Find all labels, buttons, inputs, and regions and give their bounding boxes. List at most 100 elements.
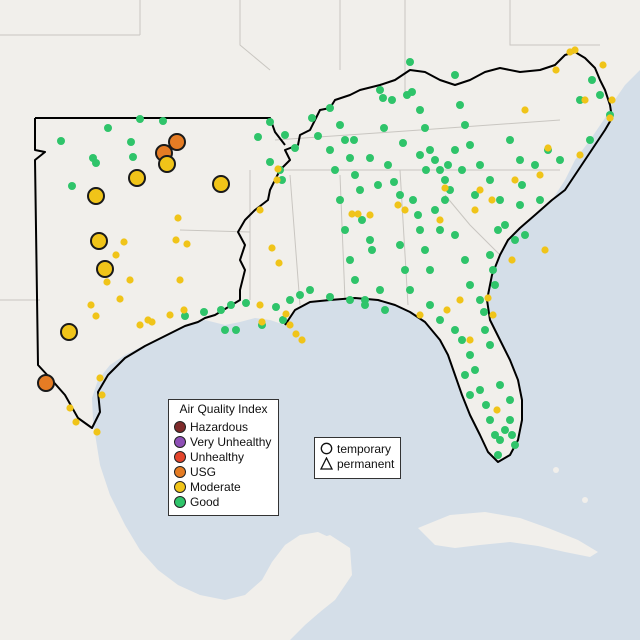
- moderate-sensor-dot[interactable]: [66, 404, 74, 412]
- good-sensor-dot[interactable]: [482, 401, 490, 409]
- good-sensor-dot[interactable]: [242, 299, 250, 307]
- good-sensor-dot[interactable]: [341, 226, 349, 234]
- good-sensor-dot[interactable]: [466, 391, 474, 399]
- good-sensor-dot[interactable]: [511, 441, 519, 449]
- good-sensor-dot[interactable]: [426, 301, 434, 309]
- moderate-sensor-dot[interactable]: [606, 114, 614, 122]
- good-sensor-dot[interactable]: [358, 216, 366, 224]
- moderate-sensor-dot[interactable]: [493, 406, 501, 414]
- moderate-sensor-dot[interactable]: [508, 256, 516, 264]
- good-sensor-dot[interactable]: [596, 91, 604, 99]
- good-sensor-dot[interactable]: [461, 256, 469, 264]
- moderate-sensor-dot[interactable]: [541, 246, 549, 254]
- good-sensor-dot[interactable]: [516, 156, 524, 164]
- moderate-sensor-dot[interactable]: [441, 184, 449, 192]
- moderate-sensor-dot[interactable]: [292, 330, 300, 338]
- good-sensor-dot[interactable]: [129, 153, 137, 161]
- moderate-sensor-dot[interactable]: [484, 294, 492, 302]
- good-sensor-dot[interactable]: [227, 301, 235, 309]
- good-sensor-dot[interactable]: [381, 306, 389, 314]
- good-sensor-dot[interactable]: [451, 326, 459, 334]
- good-sensor-dot[interactable]: [92, 159, 100, 167]
- good-sensor-dot[interactable]: [586, 136, 594, 144]
- moderate-sensor-dot[interactable]: [176, 276, 184, 284]
- good-sensor-dot[interactable]: [272, 303, 280, 311]
- good-sensor-dot[interactable]: [416, 151, 424, 159]
- good-sensor-dot[interactable]: [461, 121, 469, 129]
- good-sensor-dot[interactable]: [401, 266, 409, 274]
- good-sensor-dot[interactable]: [518, 181, 526, 189]
- large-sensor-marker[interactable]: [168, 133, 186, 151]
- good-sensor-dot[interactable]: [521, 231, 529, 239]
- moderate-sensor-dot[interactable]: [98, 391, 106, 399]
- good-sensor-dot[interactable]: [494, 226, 502, 234]
- good-sensor-dot[interactable]: [426, 266, 434, 274]
- good-sensor-dot[interactable]: [286, 296, 294, 304]
- good-sensor-dot[interactable]: [57, 137, 65, 145]
- large-sensor-marker[interactable]: [96, 260, 114, 278]
- good-sensor-dot[interactable]: [314, 132, 322, 140]
- good-sensor-dot[interactable]: [406, 58, 414, 66]
- good-sensor-dot[interactable]: [351, 276, 359, 284]
- moderate-sensor-dot[interactable]: [96, 374, 104, 382]
- good-sensor-dot[interactable]: [127, 138, 135, 146]
- good-sensor-dot[interactable]: [361, 301, 369, 309]
- good-sensor-dot[interactable]: [326, 104, 334, 112]
- moderate-sensor-dot[interactable]: [120, 238, 128, 246]
- good-sensor-dot[interactable]: [496, 196, 504, 204]
- moderate-sensor-dot[interactable]: [599, 61, 607, 69]
- moderate-sensor-dot[interactable]: [180, 306, 188, 314]
- good-sensor-dot[interactable]: [403, 91, 411, 99]
- good-sensor-dot[interactable]: [494, 451, 502, 459]
- good-sensor-dot[interactable]: [266, 118, 274, 126]
- moderate-sensor-dot[interactable]: [273, 176, 281, 184]
- good-sensor-dot[interactable]: [441, 196, 449, 204]
- good-sensor-dot[interactable]: [326, 146, 334, 154]
- good-sensor-dot[interactable]: [531, 161, 539, 169]
- good-sensor-dot[interactable]: [451, 231, 459, 239]
- good-sensor-dot[interactable]: [501, 221, 509, 229]
- large-sensor-marker[interactable]: [158, 155, 176, 173]
- good-sensor-dot[interactable]: [476, 296, 484, 304]
- moderate-sensor-dot[interactable]: [471, 206, 479, 214]
- moderate-sensor-dot[interactable]: [394, 201, 402, 209]
- moderate-sensor-dot[interactable]: [87, 301, 95, 309]
- good-sensor-dot[interactable]: [409, 196, 417, 204]
- moderate-sensor-markers[interactable]: [66, 46, 616, 436]
- good-sensor-dot[interactable]: [480, 308, 488, 316]
- good-sensor-dot[interactable]: [451, 71, 459, 79]
- good-sensor-dot[interactable]: [431, 156, 439, 164]
- good-sensor-dot[interactable]: [476, 386, 484, 394]
- moderate-sensor-dot[interactable]: [183, 240, 191, 248]
- moderate-sensor-dot[interactable]: [511, 176, 519, 184]
- good-sensor-dot[interactable]: [444, 161, 452, 169]
- moderate-sensor-dot[interactable]: [112, 251, 120, 259]
- moderate-sensor-dot[interactable]: [268, 244, 276, 252]
- good-sensor-dot[interactable]: [346, 154, 354, 162]
- good-sensor-dot[interactable]: [406, 286, 414, 294]
- large-sensor-marker[interactable]: [60, 323, 78, 341]
- good-sensor-dot[interactable]: [336, 196, 344, 204]
- good-sensor-dot[interactable]: [489, 266, 497, 274]
- moderate-sensor-dot[interactable]: [576, 151, 584, 159]
- good-sensor-dot[interactable]: [476, 161, 484, 169]
- good-sensor-dot[interactable]: [436, 226, 444, 234]
- good-sensor-dot[interactable]: [436, 316, 444, 324]
- moderate-sensor-dot[interactable]: [536, 171, 544, 179]
- moderate-sensor-dot[interactable]: [416, 311, 424, 319]
- good-sensor-dot[interactable]: [346, 256, 354, 264]
- moderate-sensor-dot[interactable]: [608, 96, 616, 104]
- moderate-sensor-dot[interactable]: [401, 206, 409, 214]
- good-sensor-dot[interactable]: [396, 241, 404, 249]
- good-sensor-dot[interactable]: [296, 291, 304, 299]
- good-sensor-dot[interactable]: [576, 96, 584, 104]
- good-sensor-dot[interactable]: [458, 336, 466, 344]
- moderate-sensor-dot[interactable]: [489, 311, 497, 319]
- moderate-sensor-dot[interactable]: [521, 106, 529, 114]
- good-sensor-dot[interactable]: [384, 161, 392, 169]
- moderate-sensor-dot[interactable]: [581, 96, 589, 104]
- good-sensor-dot[interactable]: [308, 114, 316, 122]
- good-sensor-dot[interactable]: [536, 196, 544, 204]
- good-sensor-dot[interactable]: [326, 293, 334, 301]
- good-sensor-dot[interactable]: [471, 191, 479, 199]
